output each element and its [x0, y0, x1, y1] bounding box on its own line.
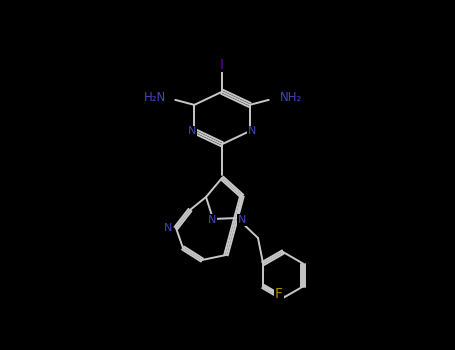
Text: N: N	[164, 223, 172, 233]
Text: N: N	[238, 215, 246, 225]
Text: N: N	[208, 215, 216, 225]
Text: N: N	[188, 126, 197, 136]
Text: H₂N: H₂N	[144, 91, 166, 104]
Text: N: N	[248, 126, 256, 136]
Text: F: F	[275, 287, 283, 301]
Text: I: I	[220, 58, 224, 72]
Text: NH₂: NH₂	[280, 91, 302, 104]
